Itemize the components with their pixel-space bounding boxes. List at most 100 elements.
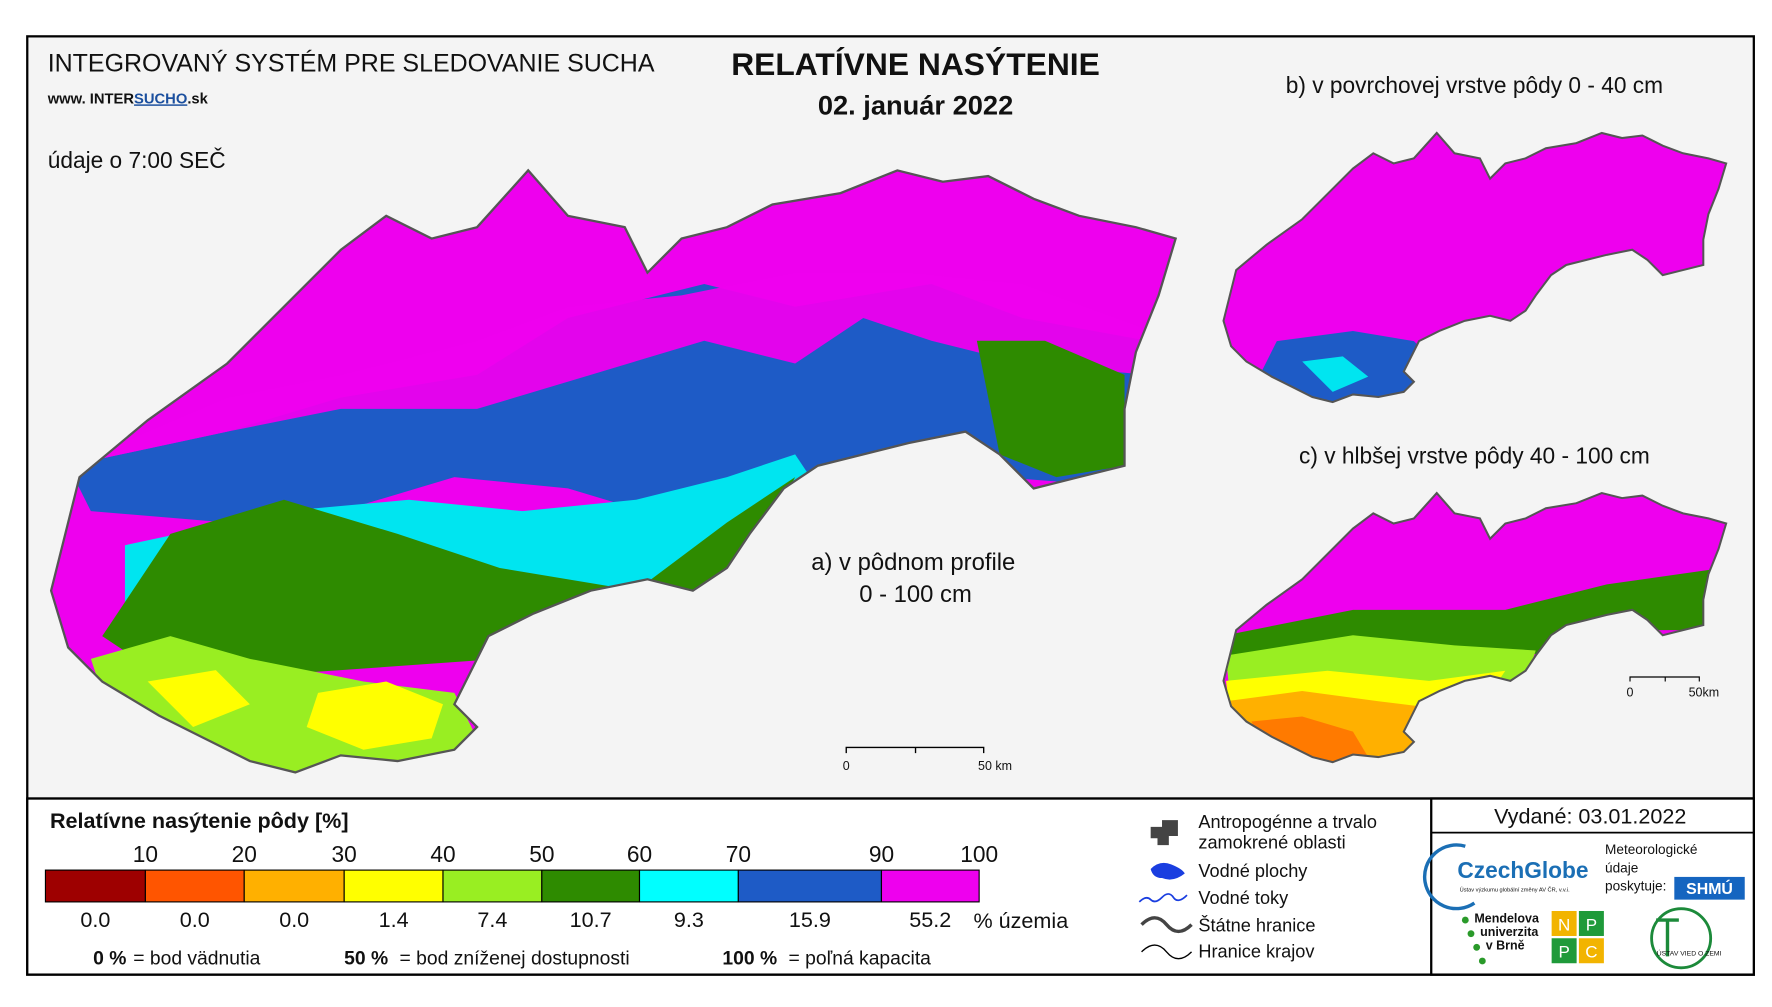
map-fill [68,272,1148,466]
color-class [144,869,245,903]
logo-icon [1650,907,1713,970]
logo-tile [1578,938,1604,964]
logo-tile [1551,910,1577,936]
symbol-label: Štátne hranice [1198,914,1315,935]
class-share: 0.0 [180,907,210,932]
logo-text: univerzita [1480,925,1539,939]
color-class [243,869,345,903]
map-label: a) v pôdnom profile [811,549,1015,576]
note-value: 50 % [344,948,388,969]
color-class [880,869,980,903]
nppc-logo: N PP C [1551,910,1604,964]
color-class [442,869,543,903]
map-depth: 0 - 100 cm [859,581,972,608]
logo-icon [1478,957,1486,965]
scale-bar [845,746,985,754]
symbol-label: Hranice krajov [1198,942,1315,962]
map-fill [1251,716,1369,763]
logo-icon [1674,876,1745,900]
website: www. INTERSUCHO.sk [47,91,209,107]
map-fill [976,340,1125,478]
symbol-label: Vodné toky [1198,888,1289,908]
color-class [638,869,739,903]
class-bound: 70 [726,841,751,867]
scale-bar [1629,676,1700,682]
svg-text:50 %= bod zníženej dostupnosti: 50 % = bod zníženej dostupnosti [344,948,629,969]
system-name: INTEGROVANÝ SYSTÉM PRE SLEDOVANIE SUCHA [48,49,655,78]
colorbar: 10 0.0 20 0.0 30 0.0 40 1.4 50 7.4 60 10.7 70 9.3 90 15… [44,841,998,932]
scale-label: 0 [1627,685,1634,699]
svg-text:100 %= poľná kapacita: 100 % = poľná kapacita [722,948,931,969]
class-bound: 90 [869,841,894,867]
svg-text:0 %= bod vädnutia: 0 % = bod vädnutia [93,948,260,969]
class-bound: 100 [960,841,998,867]
map-label: c) v hlbšej vrstve pôdy 40 - 100 cm [1299,442,1650,468]
class-bound: 50 [529,841,554,867]
class-share: 55.2 [909,907,951,932]
logo-text: Mendelova [1474,911,1540,925]
map-fill [147,670,250,727]
color-class [737,869,883,903]
symbol-label: zamokrené oblasti [1198,833,1345,853]
time-note: údaje o 7:00 SEČ [48,147,226,173]
website-part: .sk [187,91,208,107]
map-label: b) v povrchovej vrstve pôdy 0 - 40 cm [1286,72,1663,98]
class-bound: 60 [627,841,652,867]
color-class [541,869,641,903]
class-bound: 40 [430,841,455,867]
symbol-icon [1150,820,1178,846]
logo-text: ÚSTAV VIED O ZEMI [1657,948,1722,957]
class-share: 0.0 [80,907,110,932]
logo-text: C [1585,943,1597,962]
class-bound: 10 [133,841,158,867]
logo-icon [1467,930,1475,938]
note-value: 0 % [93,948,126,969]
website-part: SUCHO [134,91,187,107]
logo-text: Meteorologické [1605,842,1697,857]
class-share: 1.4 [379,907,409,932]
logo-tile [1551,938,1577,964]
color-class [44,869,146,903]
class-share: 7.4 [477,907,507,932]
color-class [343,869,444,903]
legend-title: Relatívne nasýtenie pôdy [%] [50,808,349,833]
map-fill [306,681,443,750]
scale-label: 50km [1689,685,1720,699]
title: RELATÍVNE NASÝTENIE [731,46,1100,82]
class-bound: 30 [332,841,357,867]
symbol-icon [1138,893,1188,903]
note-text: = bod vädnutia [133,948,260,969]
symbol-icon [1140,916,1193,934]
logo-text: CzechGlobe [1457,857,1588,883]
scale-label: 0 [843,759,850,773]
symbol-icon [1141,944,1193,960]
note-value: 100 % [722,948,777,969]
logo-tile [1578,910,1604,936]
class-share: 15.9 [789,907,831,932]
website-part: www. INTER [47,91,135,107]
logo-text: Ústav výzkumu globální změny AV ČR, v.v.… [1460,887,1570,894]
logo-text: P [1558,943,1569,962]
symbol-label: Vodné plochy [1198,861,1308,881]
logo-text: SHMÚ [1686,879,1733,898]
class-share: 0.0 [279,907,309,932]
date: 02. január 2022 [818,90,1013,121]
class-share: 10.7 [570,907,612,932]
note-text: = poľná kapacita [789,948,932,969]
logo-icon [1422,843,1476,911]
logo-text: N [1558,915,1570,934]
share-unit: % územia [973,908,1068,933]
issued: Vydané: 03.01.2022 [1494,804,1686,829]
notes: 0 % = bod vädnutia 50 % = bod zníženej dos… [93,948,931,969]
logo-text: v Brně [1486,939,1525,953]
class-share: 9.3 [674,907,704,932]
map-fill [1302,356,1369,392]
logo-icon [1656,918,1679,957]
symbol-label: Antropogénne a trvalo [1198,812,1377,832]
logo-text: poskytuje: [1605,879,1666,894]
logo-text: P [1586,915,1597,934]
logo-icon [1461,916,1469,924]
scale-label: 50 km [978,759,1012,773]
logo-text: údaje [1605,860,1638,875]
